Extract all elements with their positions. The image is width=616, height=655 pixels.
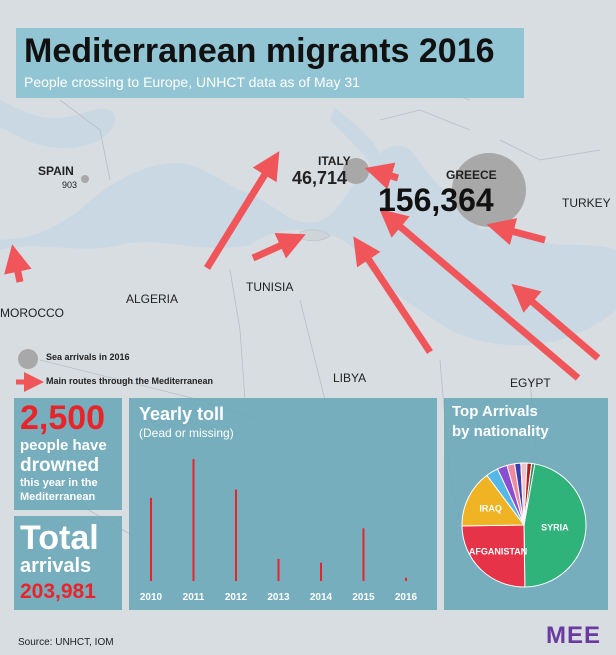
- title-box: [16, 28, 524, 98]
- bar-2016: [405, 577, 407, 581]
- bar-2015: [362, 528, 365, 581]
- total-panel: [14, 516, 122, 610]
- tick-label-2016: 2016: [395, 592, 418, 603]
- italy-label: ITALY: [318, 154, 351, 168]
- pie-label-iraq: IRAQ: [479, 504, 502, 514]
- legend-sea-arrivals: Sea arrivals in 2016: [46, 352, 130, 362]
- drowned-line4: Mediterranean: [20, 491, 96, 503]
- turkey-label: TURKEY: [562, 196, 611, 210]
- route-arrow: [364, 162, 400, 190]
- pie-slice-iraq: [461, 474, 525, 527]
- spain-bubble: [81, 175, 89, 183]
- nationality-title2: by nationality: [452, 423, 549, 440]
- bar-2010: [150, 497, 152, 581]
- route-arrows: [4, 151, 601, 381]
- bar-2014: [320, 562, 322, 581]
- algeria-label: ALGERIA: [126, 292, 179, 306]
- drowned-line3: this year in the: [20, 477, 98, 489]
- route-arrow: [486, 218, 546, 246]
- sea-area-west: [0, 100, 116, 149]
- drowned-panel: [14, 398, 122, 510]
- total-number: 203,981: [20, 580, 96, 603]
- greece-label: GREECE: [446, 168, 497, 182]
- italy-bubble: [343, 158, 369, 184]
- greece-value: 156,364: [378, 182, 494, 218]
- page-title: Mediterranean migrants 2016: [24, 32, 495, 70]
- tick-label-2012: 2012: [225, 592, 248, 603]
- egypt-label: EGYPT: [510, 376, 551, 390]
- route-arrow: [251, 232, 306, 262]
- yearly-toll-chart: Yearly toll (Dead or missing) 2010 2011 20…: [139, 404, 418, 603]
- greece-bubble: [452, 153, 526, 227]
- legend-routes: Main routes through the Mediterranean: [46, 376, 214, 386]
- route-arrow: [379, 208, 581, 381]
- tick-label-2015: 2015: [352, 592, 375, 603]
- total-line2: arrivals: [20, 555, 92, 577]
- route-arrow: [511, 283, 601, 361]
- nationality-pie: SYRIA AFGANISTAN IRAQ: [461, 462, 587, 588]
- route-arrow: [4, 244, 32, 283]
- legend-bubble: [18, 349, 38, 369]
- chart-subtitle: (Dead or missing): [139, 426, 234, 440]
- page-subtitle: People crossing to Europe, UNHCT data as…: [24, 74, 360, 90]
- yearly-toll-panel: [129, 398, 437, 610]
- bar-2012: [235, 489, 237, 581]
- adriatic-sea: [330, 108, 382, 170]
- italy-value: 46,714: [292, 168, 348, 188]
- pie-slice-afganistan: [461, 524, 526, 588]
- tick-label-2010: 2010: [140, 592, 163, 603]
- tick-label-2013: 2013: [267, 592, 290, 603]
- pie-slice-syria: [523, 463, 587, 588]
- libya-label: LIBYA: [333, 371, 367, 385]
- drowned-number: 2,500: [20, 399, 106, 437]
- tunisia-label: TUNISIA: [246, 280, 294, 294]
- total-line1: Total: [20, 519, 99, 557]
- spain-label: SPAIN: [38, 164, 74, 178]
- bar-2013: [277, 558, 280, 581]
- route-arrow: [353, 236, 433, 354]
- source-note: Source: UNHCT, IOM: [18, 637, 114, 648]
- drowned-line2: drowned: [20, 455, 100, 476]
- sea-area: [0, 145, 616, 346]
- bar-2011: [192, 459, 195, 581]
- spain-value: 903: [62, 180, 78, 190]
- pie-label-afganistan: AFGANISTAN: [469, 547, 527, 557]
- morocco-label: MOROCCO: [0, 306, 64, 320]
- tick-label-2014: 2014: [310, 592, 333, 603]
- nationality-title1: Top Arrivals: [452, 403, 538, 420]
- mee-logo: MEE: [546, 622, 602, 649]
- chart-title: Yearly toll: [139, 404, 224, 424]
- pie-slice-other-9: [523, 462, 536, 526]
- pie-label-syria: SYRIA: [541, 522, 569, 532]
- route-arrow: [204, 151, 280, 270]
- drowned-line1: people have: [20, 437, 107, 454]
- tick-label-2011: 2011: [183, 592, 205, 603]
